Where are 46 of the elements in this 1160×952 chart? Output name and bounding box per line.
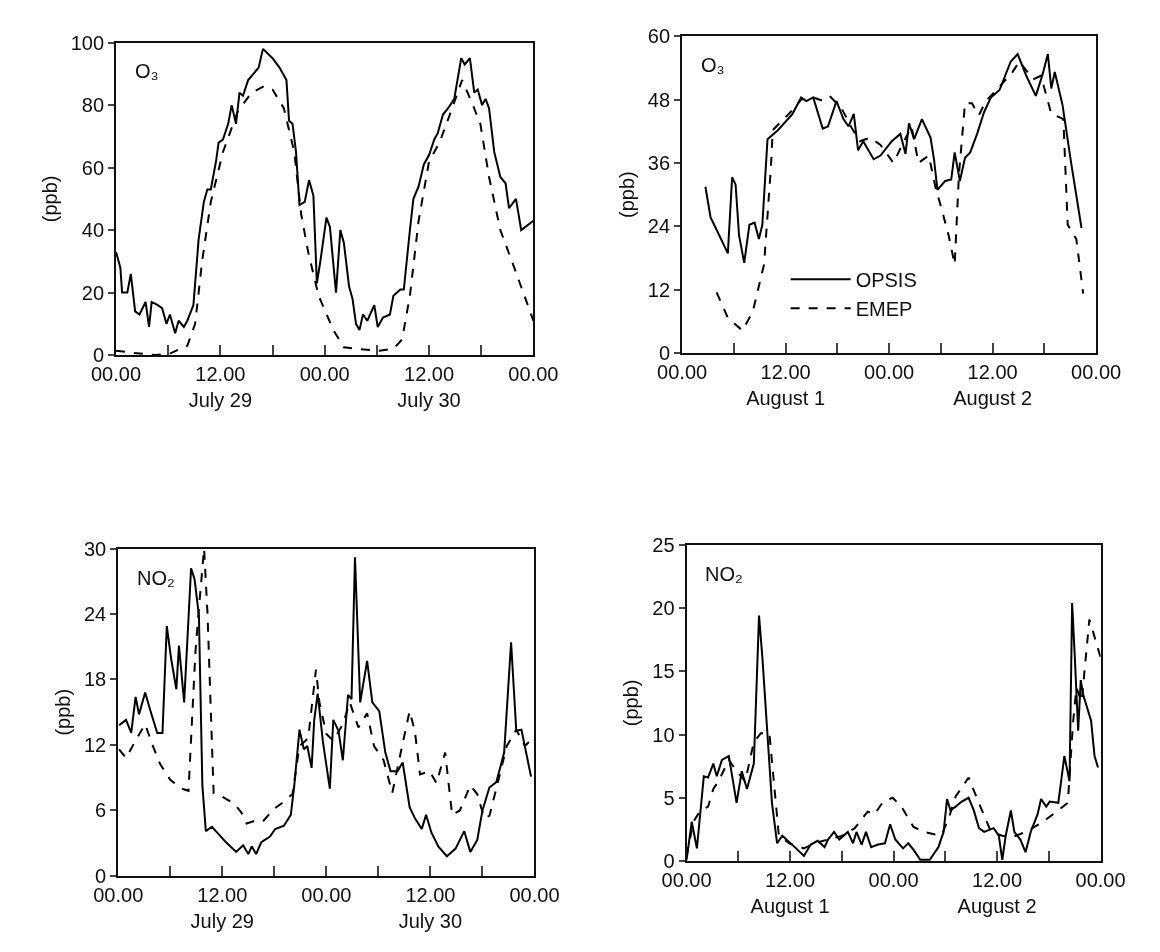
x-tick-label: 12.00 July 30: [397, 363, 461, 412]
annotation: NO₂: [137, 567, 175, 589]
x-tick-label: 12.00 August 2: [953, 361, 1033, 410]
x-tick-label: 00.00: [1075, 869, 1126, 892]
annotation: NO₂: [705, 563, 743, 585]
y-tick-label: 15: [652, 660, 675, 683]
x-tick-label: 12.00 August 2: [957, 869, 1037, 918]
y-tick-label: 36: [647, 151, 671, 174]
y-tick-label: 60: [647, 25, 671, 48]
y-tick-label: 20: [81, 281, 105, 304]
y-tick-label: 18: [83, 668, 107, 691]
y-tick-label: 10: [652, 723, 675, 746]
y-tick-label: 12: [83, 733, 107, 756]
x-tick-label: 12.00 July 29: [188, 363, 253, 412]
y-axis-title: (ppb): [615, 171, 638, 219]
x-tick-label: 12.00 August 1: [750, 869, 830, 918]
x-tick-label: 12.00 July 30: [398, 883, 463, 932]
y-tick-label: 48: [647, 88, 671, 111]
x-tick-label: 00.00: [299, 363, 350, 386]
y-axis-title: (ppb): [51, 688, 74, 736]
y-tick-label: 30: [83, 537, 107, 560]
y-tick-label: 6: [95, 799, 107, 822]
y-tick-label: 12: [647, 278, 671, 301]
y-tick-label: 24: [647, 215, 671, 238]
y-tick-label: 60: [81, 156, 105, 179]
y-tick-label: 25: [652, 533, 675, 556]
y-tick-label: 5: [663, 786, 675, 809]
y-axis-title: (ppb): [620, 679, 643, 727]
annotation: O₃: [701, 54, 725, 76]
legend-label: OPSIS: [855, 269, 917, 292]
x-tick-label: 00.00: [509, 883, 560, 906]
annotation: O₃: [135, 60, 159, 82]
y-tick-label: 40: [81, 219, 105, 242]
y-axis-title: (ppb): [38, 175, 61, 223]
x-tick-label: 00.00: [508, 363, 559, 386]
y-tick-label: 80: [81, 94, 105, 117]
x-tick-label: 00.00: [864, 361, 915, 384]
x-tick-label: 00.00: [868, 869, 919, 892]
x-tick-label: 00.00: [1071, 361, 1122, 384]
x-tick-label: 00.00: [301, 883, 352, 906]
y-tick-label: 24: [83, 603, 107, 626]
y-tick-label: 20: [652, 597, 675, 620]
x-tick-label: 12.00 August 1: [746, 361, 826, 410]
legend-label: EMEP: [855, 298, 913, 321]
y-tick-label: 100: [70, 31, 105, 54]
x-tick-label: 12.00 July 29: [190, 883, 254, 932]
